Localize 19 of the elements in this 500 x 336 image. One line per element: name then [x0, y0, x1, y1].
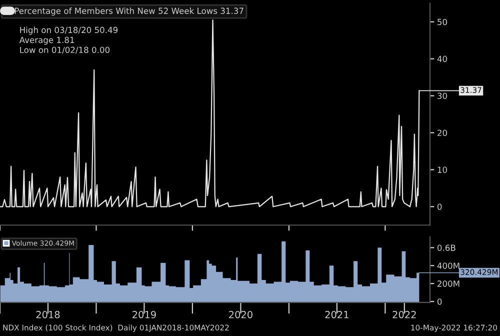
annotation: Low on 01/02/18 0.00 — [20, 46, 110, 54]
y-tick-label: 20 — [438, 130, 447, 136]
y-tick-label: 40 — [437, 56, 447, 62]
x-tick-label: 2019 — [132, 310, 156, 318]
y-tick-label: 30 — [438, 92, 447, 100]
y-tick-label: 0 — [437, 204, 442, 210]
y-tick-label: 10 — [438, 166, 447, 173]
y-tick-label: 0.6B — [437, 244, 456, 251]
x-tick-label: 2020 — [229, 310, 252, 318]
x-tick-label: 2022 — [392, 310, 416, 318]
y-tick-label: 50 — [438, 18, 447, 26]
annotation: Average 1.81 — [19, 36, 74, 45]
y-tick-label: 200M — [438, 280, 460, 287]
y-tick-label: 0 — [437, 298, 442, 305]
x-tick-label: 2021 — [325, 310, 348, 318]
y-tick-label: 400M — [437, 262, 460, 269]
x-tick-label: 2018 — [36, 310, 60, 318]
legend-label: Percentage of Members With New 52 Week Lows 31.37 — [14, 8, 244, 16]
annotation: High on 03/18/20 50.49 — [20, 26, 118, 35]
